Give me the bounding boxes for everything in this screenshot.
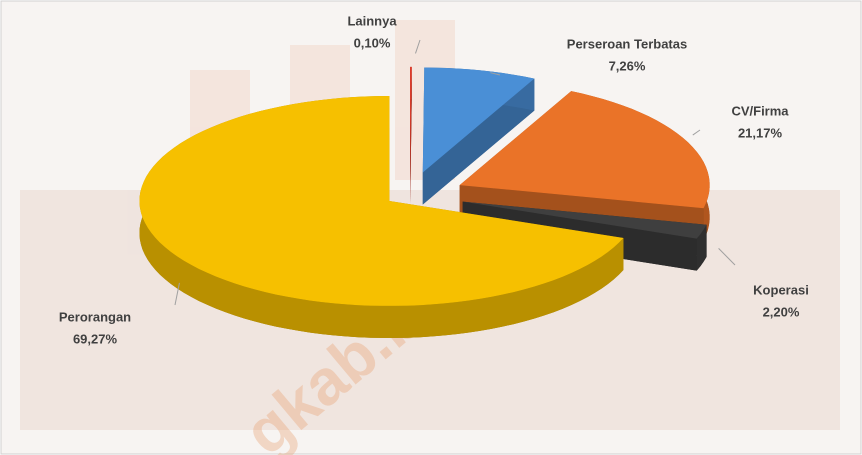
pie-slice [459, 91, 710, 209]
value-label: 21,17% [738, 125, 783, 140]
value-label: 2,20% [763, 304, 800, 319]
value-label: 0,10% [354, 35, 391, 50]
value-label: 69,27% [73, 331, 118, 346]
leader-line [718, 248, 736, 266]
leader-line [174, 282, 180, 306]
pie-slice [422, 67, 535, 173]
leader-line [692, 129, 701, 136]
category-label: CV/Firma [731, 103, 789, 118]
pie-side [422, 78, 535, 205]
value-label: 7,26% [609, 58, 646, 73]
pie-wall [696, 224, 707, 271]
leader-line [415, 39, 421, 54]
category-label: Perseroan Terbatas [567, 36, 687, 51]
pie-slice [410, 66, 412, 172]
category-label: Perorangan [59, 309, 131, 324]
category-label: Lainnya [347, 13, 397, 28]
leader-line [490, 72, 501, 76]
category-label: Koperasi [753, 282, 809, 297]
pie-slice [462, 201, 707, 239]
pie-slice [139, 96, 624, 306]
pie-side [410, 66, 412, 204]
